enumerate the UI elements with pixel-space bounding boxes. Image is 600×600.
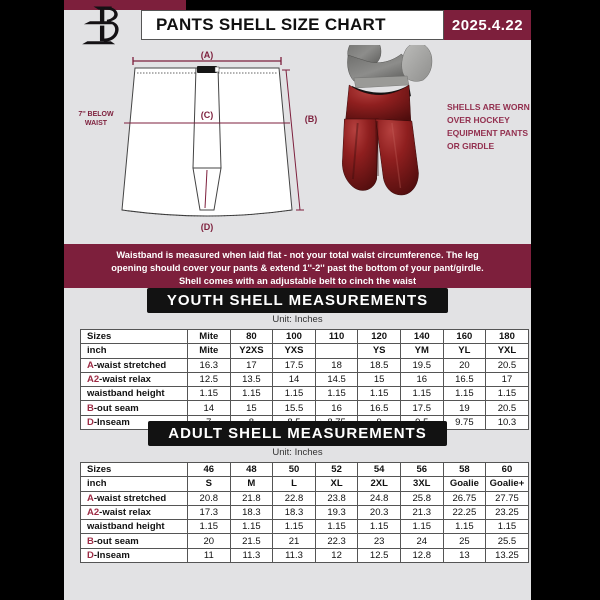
svg-text:EQUIPMENT PANTS: EQUIPMENT PANTS (447, 128, 528, 138)
svg-text:SHELLS ARE WORN: SHELLS ARE WORN (447, 102, 530, 112)
svg-text:OR GIRDLE: OR GIRDLE (447, 141, 495, 151)
svg-text:OVER HOCKEY: OVER HOCKEY (447, 115, 510, 125)
